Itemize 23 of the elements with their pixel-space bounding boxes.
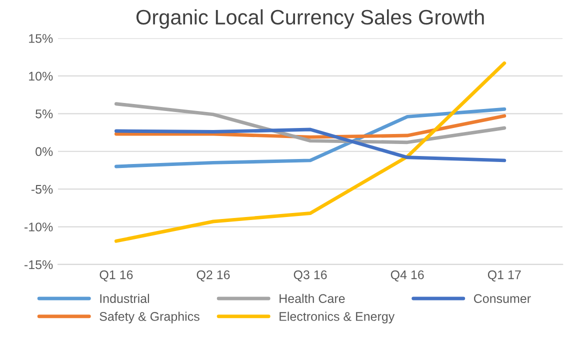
legend-label: Health Care <box>280 294 345 304</box>
legend-label: Industrial <box>100 294 149 304</box>
y-tick-label: -10% <box>24 222 53 232</box>
y-tick-label: 10% <box>29 72 53 81</box>
x-tick-label: Q2 16 <box>196 270 230 282</box>
x-tick-label: Q1 16 <box>100 270 133 282</box>
y-tick-label: -5% <box>31 184 53 194</box>
legend-label: Electronics & Energy <box>280 312 395 324</box>
line-series <box>114 102 506 144</box>
x-tick-label: Q3 16 <box>294 270 327 282</box>
y-tick-label: 0% <box>36 147 53 156</box>
line-series <box>114 61 506 243</box>
x-tick-label: Q1 17 <box>488 270 521 282</box>
x-tick-label: Q4 16 <box>390 270 424 282</box>
line-series <box>114 128 506 162</box>
y-tick-label: 5% <box>36 110 53 118</box>
chart-title: Organic Local Currency Sales Growth <box>136 9 484 29</box>
line-series <box>114 114 506 139</box>
legend-label: Safety & Graphics <box>100 312 200 324</box>
y-tick-label: 15% <box>29 34 53 43</box>
y-tick-label: -15% <box>24 260 53 270</box>
legend-label: Consumer <box>474 294 531 304</box>
line-series <box>114 107 506 168</box>
